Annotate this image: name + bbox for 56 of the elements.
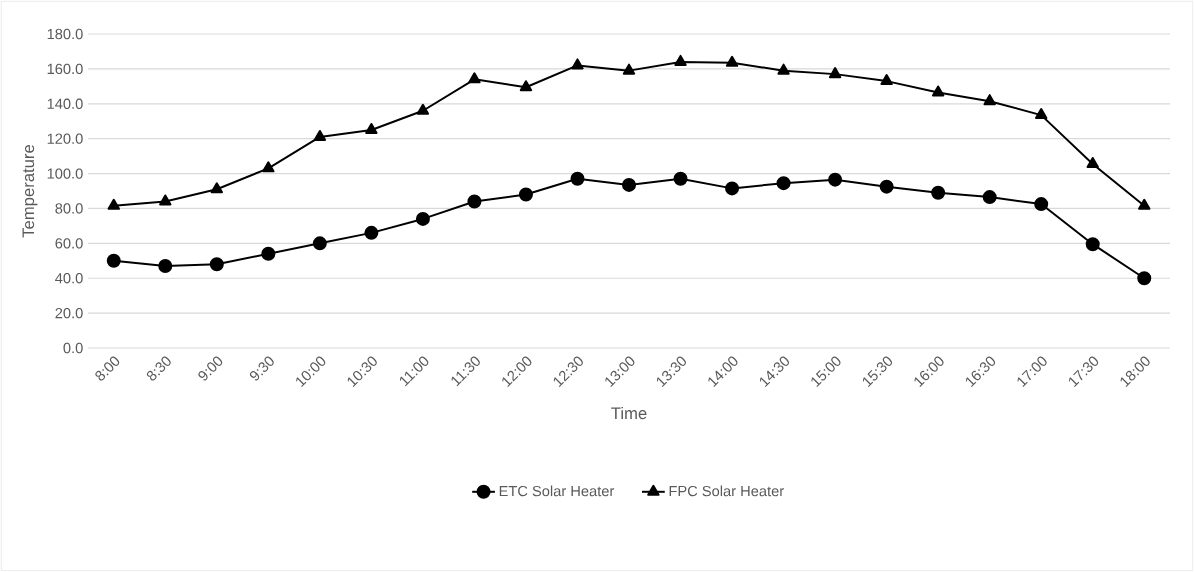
point — [1085, 237, 1100, 252]
point — [416, 103, 430, 115]
point — [364, 225, 379, 240]
point — [210, 182, 224, 194]
point — [776, 176, 791, 191]
point — [262, 161, 275, 173]
point — [828, 67, 842, 79]
y-tick-label: 140.0 — [47, 98, 83, 109]
point — [931, 185, 946, 200]
point — [519, 80, 533, 92]
y-tick-label: 180.0 — [47, 28, 83, 40]
y-tick-label: 0.0 — [63, 342, 83, 354]
y-tick-label: 120.0 — [47, 133, 83, 144]
x-axis-title: Time — [611, 406, 647, 420]
point — [725, 181, 740, 196]
y-tick-label: 60.0 — [55, 238, 83, 249]
point — [1035, 108, 1048, 120]
point — [880, 74, 893, 86]
y-tick-label: 160.0 — [47, 63, 83, 75]
point — [467, 194, 482, 209]
point — [209, 257, 224, 272]
point — [1137, 271, 1152, 286]
point — [931, 85, 945, 97]
point — [674, 54, 687, 66]
point — [879, 179, 894, 194]
point — [725, 55, 739, 67]
point — [158, 259, 173, 274]
point — [312, 236, 327, 251]
point — [468, 72, 481, 84]
point — [571, 58, 584, 70]
point — [1034, 197, 1049, 212]
point — [415, 211, 430, 226]
point — [106, 253, 121, 268]
point — [570, 171, 585, 186]
point — [828, 172, 843, 187]
point — [1086, 156, 1099, 168]
point — [622, 177, 637, 192]
y-axis-title: Temperature — [22, 144, 38, 238]
point — [622, 63, 636, 75]
point — [673, 171, 688, 186]
point — [983, 94, 996, 106]
y-tick-label: 40.0 — [55, 273, 83, 284]
point — [518, 187, 533, 202]
legend-label: FPC Solar Heater — [669, 485, 784, 497]
y-tick-label: 100.0 — [47, 168, 83, 179]
y-tick-label: 20.0 — [55, 307, 83, 319]
point — [365, 122, 378, 134]
point — [313, 129, 327, 141]
point — [159, 194, 172, 206]
y-tick-label: 80.0 — [55, 203, 83, 214]
point — [982, 190, 997, 205]
point — [777, 63, 790, 75]
legend-label: ETC Solar Heater — [499, 485, 615, 497]
point — [1138, 198, 1151, 210]
point — [261, 246, 276, 261]
point — [107, 198, 120, 210]
